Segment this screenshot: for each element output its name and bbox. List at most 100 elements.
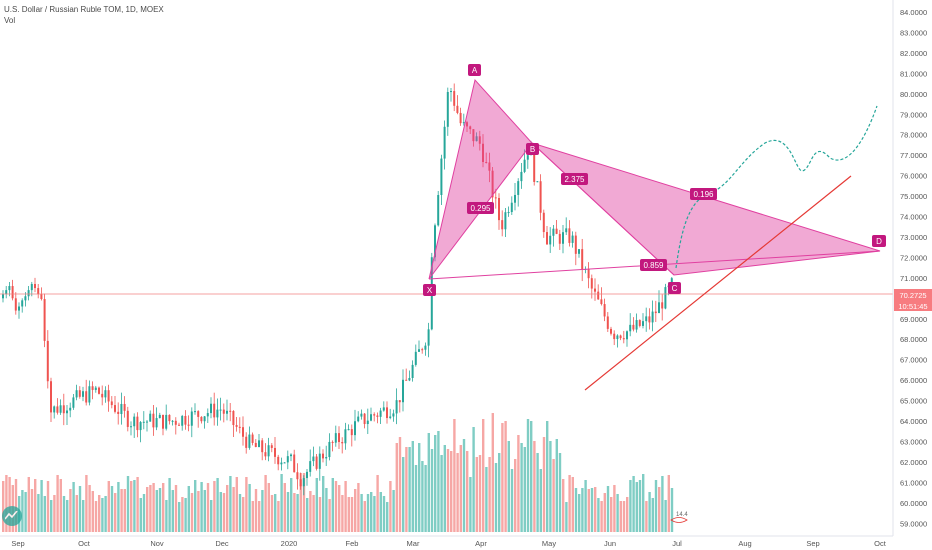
candle: [661, 294, 664, 321]
price-tick-label: 83.0000: [900, 28, 927, 37]
candle: [213, 392, 216, 426]
time-scale[interactable]: Sep Oct Nov Dec 2020 Feb Mar Apr May Jun Jul Aug Sep…: [11, 539, 886, 548]
candle: [318, 446, 321, 481]
candle: [82, 386, 84, 402]
volume-bar: [664, 500, 667, 532]
volume-bar: [171, 490, 174, 532]
symbol-title[interactable]: U.S. Dollar / Russian Ruble TOM, 1D, MOE…: [4, 5, 164, 14]
volume-bar: [219, 492, 222, 532]
candle: [325, 445, 328, 466]
candle: [27, 286, 30, 301]
volume-bar: [334, 481, 338, 532]
volume-bar: [123, 489, 126, 532]
volume-bar: [574, 488, 578, 532]
volume-bar: [597, 498, 600, 532]
volume-bar: [658, 487, 661, 532]
candle: [536, 181, 539, 183]
volume-bar: [440, 455, 443, 532]
candle: [302, 475, 305, 496]
candle: [386, 401, 388, 424]
candle: [654, 300, 657, 322]
candle: [379, 407, 382, 425]
candle: [635, 313, 638, 333]
volume-bar: [642, 474, 645, 532]
volume-bar: [610, 497, 613, 532]
volume-bar: [197, 491, 200, 532]
volume-bar: [130, 481, 133, 532]
volume-bar: [434, 435, 437, 532]
time-tick-label: Apr: [475, 539, 487, 548]
candle: [485, 152, 488, 164]
candle: [94, 385, 97, 393]
volume-bar: [283, 483, 286, 532]
ratio-label-bcd: 0.196: [690, 188, 717, 200]
price-tick-label: 81.0000: [900, 69, 927, 78]
candle: [517, 178, 520, 207]
volume-bar: [82, 500, 85, 532]
candle: [418, 340, 420, 353]
candle: [373, 412, 376, 422]
candle: [389, 408, 392, 420]
volume-bar: [571, 477, 574, 532]
candle: [197, 410, 200, 428]
candle: [555, 220, 558, 235]
candle: [590, 274, 593, 299]
last-price-text: 70.2725: [899, 291, 926, 300]
price-tick-label: 71.0000: [900, 274, 927, 283]
candle: [75, 384, 78, 401]
candle: [120, 392, 123, 425]
ratio-label-abc: 0.859: [640, 259, 667, 271]
volume-bar: [613, 485, 616, 532]
volume-bar: [328, 499, 331, 532]
candle: [306, 469, 308, 486]
volume-indicator-label[interactable]: Vol: [4, 16, 16, 25]
candle: [126, 406, 129, 432]
candle: [402, 369, 404, 412]
volume-bar: [174, 485, 178, 532]
volume-bar: [56, 475, 59, 532]
volume-bar: [91, 491, 94, 532]
volume-bar: [526, 419, 530, 532]
candle: [443, 120, 446, 170]
volume-bar: [478, 455, 482, 532]
candle: [462, 113, 465, 126]
candlestick-series: [2, 83, 673, 496]
candle: [482, 134, 484, 168]
candle: [178, 422, 180, 426]
volume-bar: [101, 498, 104, 532]
candle: [571, 231, 574, 248]
candle: [254, 439, 257, 448]
volume-bar: [194, 480, 197, 532]
price-tick-label: 65.0000: [900, 397, 927, 406]
volume-bar: [587, 489, 590, 532]
volume-bar: [8, 477, 11, 532]
candle: [450, 87, 452, 102]
price-scale[interactable]: 84.0000 83.0000 82.0000 81.0000 80.0000 79.00…: [900, 8, 927, 528]
candle: [526, 155, 529, 169]
volume-bar: [501, 423, 504, 532]
ratio-xab-text: 0.295: [470, 204, 491, 213]
volume-bar: [485, 467, 488, 532]
candle: [251, 432, 254, 446]
candle: [142, 411, 145, 430]
volume-bar: [242, 497, 245, 532]
candle: [408, 370, 411, 382]
volume-bar: [216, 478, 219, 532]
candle: [280, 457, 283, 471]
tradingview-logo-icon[interactable]: [2, 506, 22, 526]
volume-bar: [133, 480, 136, 532]
candle: [421, 347, 424, 354]
candle: [24, 292, 27, 307]
volume-bar: [539, 469, 542, 532]
volume-bar: [190, 493, 194, 532]
candle: [146, 420, 148, 432]
volume-bar: [27, 477, 30, 532]
volume-bar: [184, 498, 187, 532]
candle: [366, 408, 369, 435]
volume-bar: [94, 501, 98, 532]
candle: [277, 454, 280, 471]
candle: [466, 120, 468, 132]
volume-bar: [427, 433, 430, 532]
candle: [11, 279, 14, 301]
